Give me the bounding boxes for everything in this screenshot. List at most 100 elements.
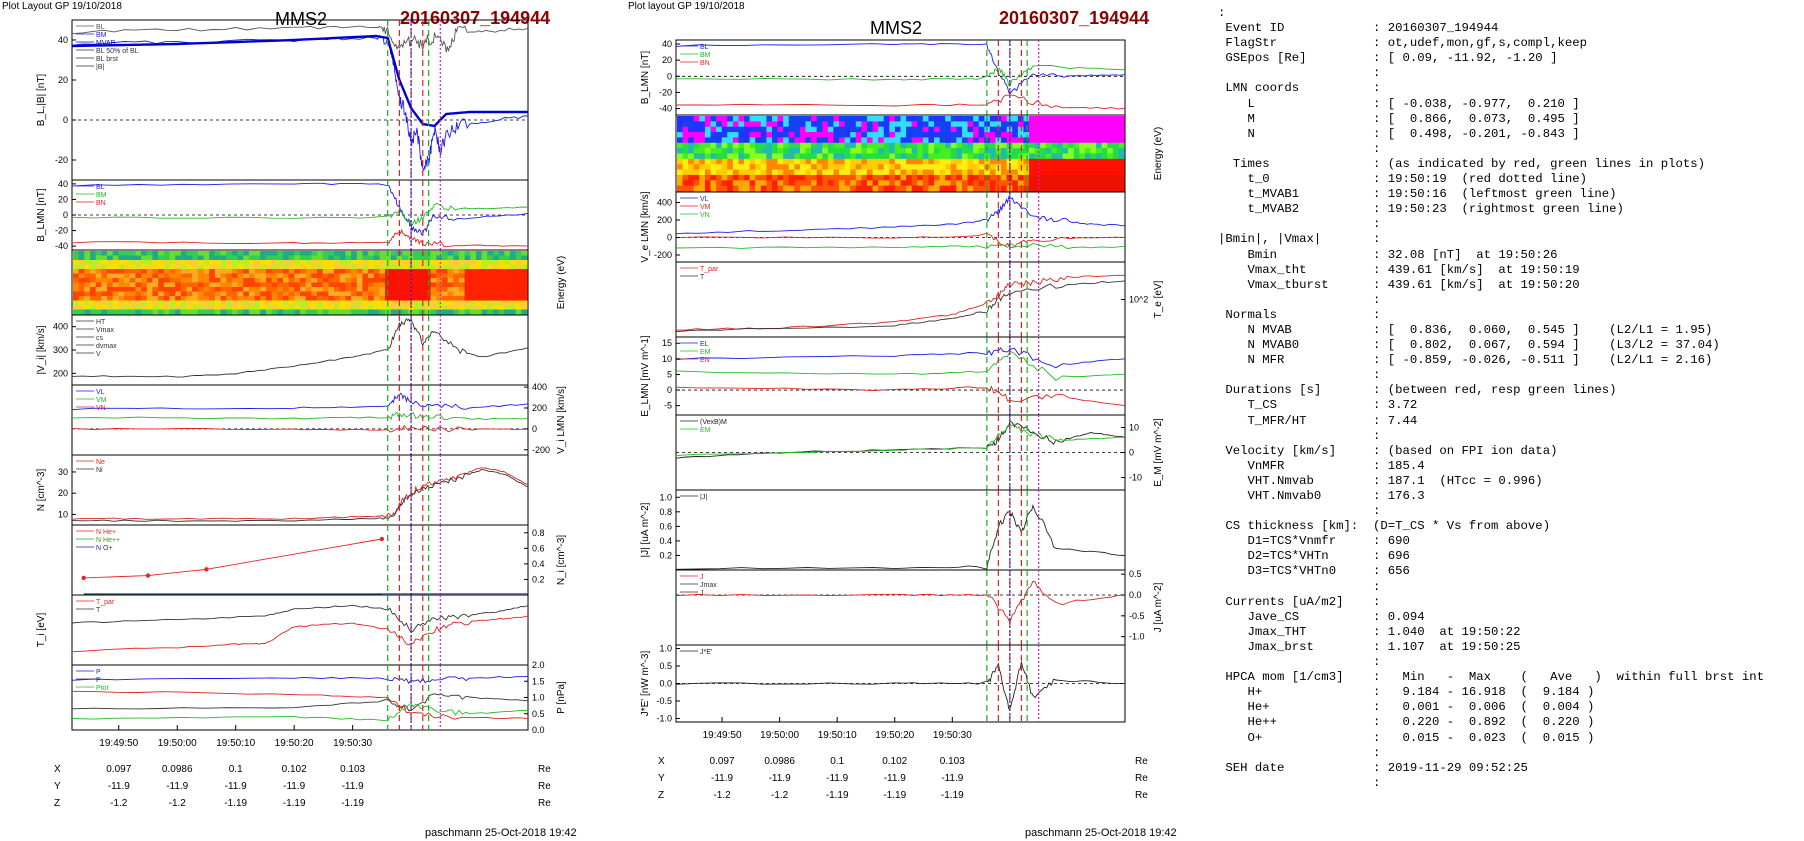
spectrogram-cell <box>939 169 946 176</box>
spectrogram-cell <box>727 126 734 133</box>
spectrogram-cell <box>771 164 779 171</box>
spectrogram-cell <box>894 126 902 133</box>
spectrogram-cell <box>878 164 885 171</box>
spectrogram-cell <box>961 185 969 192</box>
spectrogram-cell <box>214 296 222 302</box>
spectrogram-cell <box>470 291 477 297</box>
spectrogram-cell <box>492 305 500 311</box>
spectrogram-cell <box>175 309 182 315</box>
spectrogram-cell <box>220 273 227 279</box>
spectrogram-cell <box>175 269 182 275</box>
legend-entry: J <box>700 590 704 597</box>
spectrogram-cell <box>447 296 454 302</box>
spectrogram-cell <box>1056 169 1064 176</box>
y-axis-label: P [nPa] <box>556 681 567 714</box>
spectrogram-cell <box>209 264 216 270</box>
spectrogram-cell <box>504 291 511 297</box>
spectrogram-cell <box>328 296 335 302</box>
spectrogram-cell <box>260 273 267 279</box>
spectrogram-cell <box>688 121 695 128</box>
spectrogram-cell <box>699 137 706 144</box>
spectrogram-cell <box>883 153 890 160</box>
spectrogram-cell <box>481 282 488 288</box>
spectrogram-cell <box>294 287 301 293</box>
spectrogram-cell <box>900 153 907 160</box>
spectrogram-cell <box>390 287 398 293</box>
spectrogram-cell <box>1101 148 1108 155</box>
spectrogram-cell <box>688 137 695 144</box>
spectrogram-cell <box>368 300 375 306</box>
spectrogram-cell <box>1118 142 1125 149</box>
spectrogram-cell <box>515 251 522 257</box>
spectrogram-cell <box>305 282 312 288</box>
event-info-text: : Event ID : 20160307_194944 FlagStr : o… <box>1218 6 1765 790</box>
spectrogram-cell <box>413 251 420 257</box>
spectrogram-cell <box>878 158 885 165</box>
spectrogram-cell <box>1001 142 1008 149</box>
spectrogram-cell <box>844 116 851 122</box>
spectrogram-cell <box>129 264 137 270</box>
spectrogram-cell <box>492 260 500 266</box>
spectrogram-cell <box>322 300 329 306</box>
spectrogram-cell <box>945 153 952 160</box>
spectrogram-cell <box>827 137 835 144</box>
spectrogram-cell <box>1096 185 1103 192</box>
spectrogram-cell <box>300 260 307 266</box>
spectrogram-cell <box>220 269 227 275</box>
spectrogram-cell <box>1112 180 1120 187</box>
time-tick-label: 19:50:20 <box>875 730 914 741</box>
spectrogram-cell <box>883 132 890 139</box>
spectrogram-cell <box>682 148 689 155</box>
spectrogram-cell <box>169 282 176 288</box>
legend-entry: BL <box>96 24 105 31</box>
spectrogram-cell <box>203 260 210 266</box>
spectrogram-cell <box>441 278 449 284</box>
spectrogram-cell <box>922 169 930 176</box>
legend-entry: VM <box>700 204 711 211</box>
spectrogram-cell <box>84 278 91 284</box>
spectrogram-cell <box>1068 137 1075 144</box>
spectrogram-cell <box>135 300 142 306</box>
spectrogram-cell <box>978 153 985 160</box>
spectrogram-cell <box>777 153 784 160</box>
spectrogram-cell <box>436 251 443 257</box>
spectrogram-cell <box>470 296 477 302</box>
spectrogram-cell <box>922 116 930 122</box>
y-tick-label: 0.0 <box>1129 590 1142 600</box>
spectrogram-cell <box>1073 158 1080 165</box>
spectrogram-cell <box>203 287 210 293</box>
spectrogram-cell <box>118 309 125 315</box>
spectrogram-cell <box>794 137 801 144</box>
spectrogram-cell <box>300 305 307 311</box>
spectrogram-cell <box>760 158 767 165</box>
spectrogram-cell <box>498 251 505 257</box>
ephemeris-value: -1.2 <box>771 790 789 801</box>
spectrogram-cell <box>878 126 885 133</box>
spectrogram-cell <box>334 264 341 270</box>
spectrogram-cell <box>243 305 250 311</box>
left-event-title: 20160307_194944 <box>400 8 551 28</box>
spectrogram-cell <box>458 282 466 288</box>
spectrogram-cell <box>805 180 812 187</box>
spectrogram-cell <box>453 278 460 284</box>
panel-frame <box>71 524 529 596</box>
ephemeris-value: 0.102 <box>282 764 307 775</box>
y-tick-label: -10 <box>1129 473 1142 483</box>
spectrogram-cell <box>424 255 432 261</box>
spectrogram-cell <box>226 251 233 257</box>
spectrogram-cell <box>855 116 862 122</box>
spectrogram-cell <box>237 273 244 279</box>
spectrogram-cell <box>90 287 97 293</box>
spectrogram-cell <box>716 132 723 139</box>
spectrogram-cell <box>265 291 273 297</box>
spectrogram-cell <box>192 251 199 257</box>
spectrogram-cell <box>260 251 267 257</box>
spectrogram-cell <box>906 137 913 144</box>
spectrogram-cell <box>402 260 409 266</box>
spectrogram-cell <box>1040 164 1047 171</box>
spectrogram-cell <box>192 278 199 284</box>
spectrogram-cell <box>317 260 324 266</box>
spectrogram-cell <box>515 300 522 306</box>
spectrogram-cell <box>368 251 375 257</box>
spectrogram-cell <box>760 142 767 149</box>
